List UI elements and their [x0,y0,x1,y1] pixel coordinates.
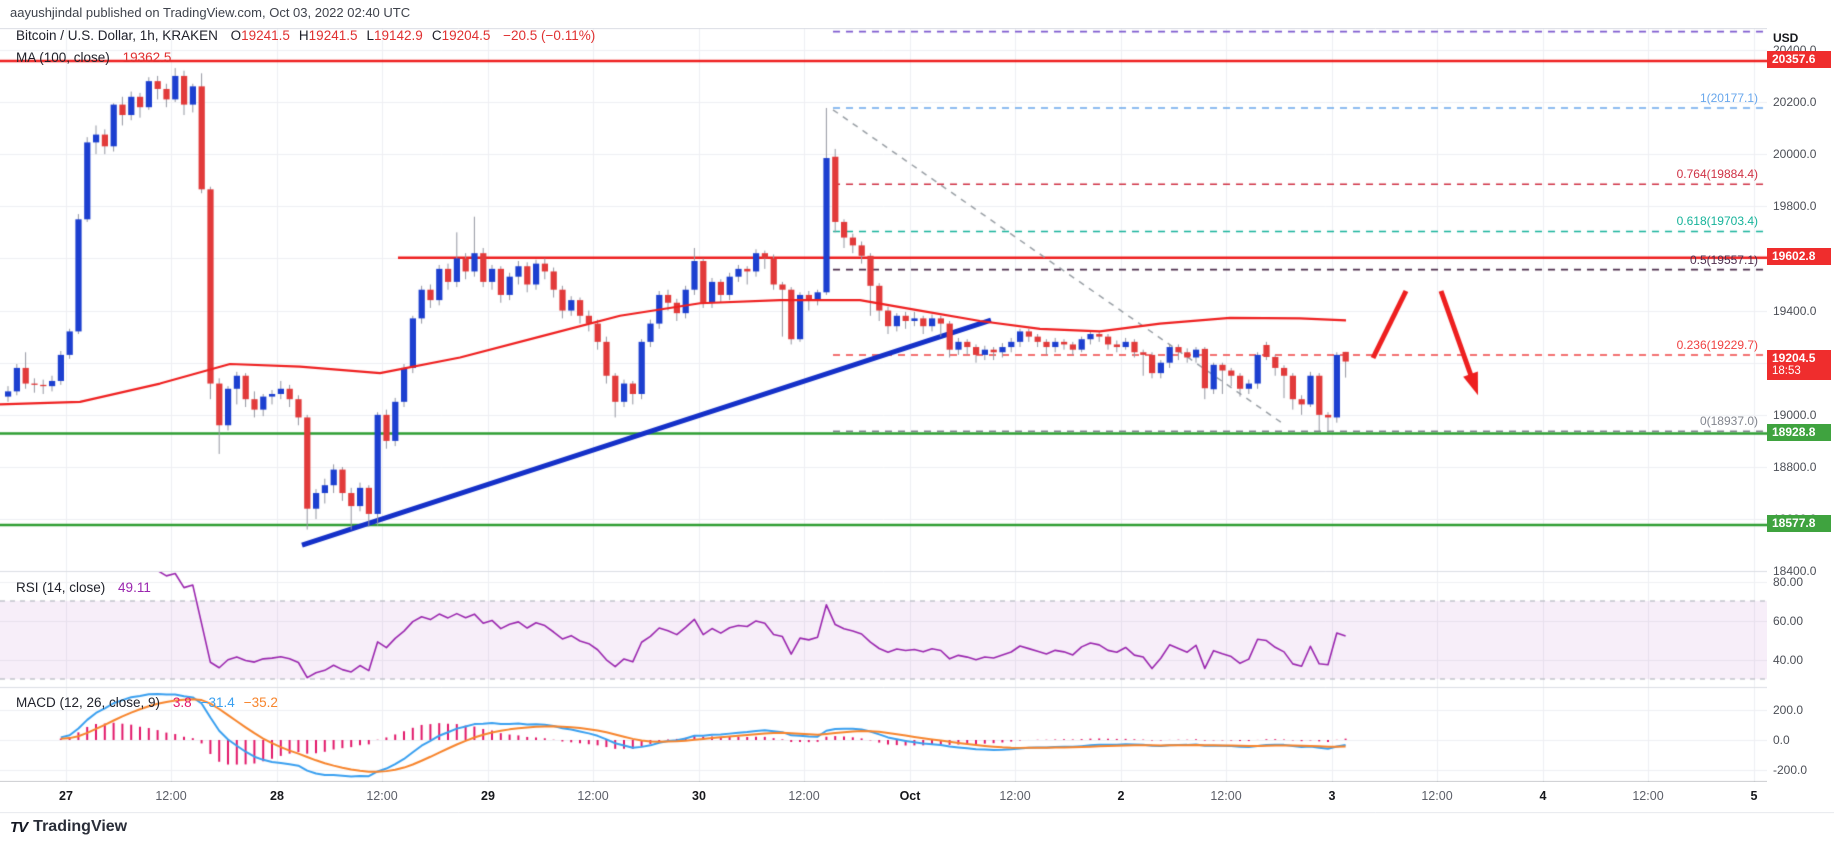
price-badge: 20357.6 [1767,51,1831,69]
price-tick-label: 19000.0 [1773,407,1817,422]
time-tick-label: 27 [59,789,73,803]
attribution-text: aayushjindal published on TradingView.co… [10,5,411,20]
price-badge: 18928.8 [1767,423,1831,441]
time-tick-label: 12:00 [1632,789,1664,803]
macd-tick-label: -200.0 [1773,763,1808,777]
ohlc-key: C [431,28,442,43]
ohlc-value: 19241.5 [241,28,290,43]
rsi-tick-label: 80.00 [1773,574,1804,589]
price-tick-label: 20000.0 [1773,147,1817,162]
macd-value: −31.4 [200,695,235,710]
rsi-value: 49.11 [118,580,151,595]
price-tick-label: 19400.0 [1773,303,1817,318]
time-tick-label: 12:00 [788,789,820,803]
macd-value: −35.2 [243,695,278,710]
ohlc-key: L [366,28,374,43]
fib-level-label: 0.5(19557.1) [1689,252,1758,267]
time-tick-label: 3 [1328,789,1336,803]
symbol-title: Bitcoin / U.S. Dollar, 1h, KRAKEN [16,28,218,43]
macd-values: 3.8 −31.4 −35.2 [164,695,278,710]
fib-level-label: 0.764(19884.4) [1676,167,1758,182]
macd-value: 3.8 [172,695,192,710]
time-tick-label: 12:00 [577,789,609,803]
time-tick-label: 29 [481,789,495,803]
macd-tick-label: 0.0 [1773,733,1790,747]
tradingview-logo[interactable]: TV TradingView [10,818,127,836]
ma-label: MA (100, close) [16,50,110,65]
fib-level-label: 0.236(19229.7) [1676,337,1758,352]
time-tick-label: 12:00 [1210,789,1242,803]
symbol-legend[interactable]: Bitcoin / U.S. Dollar, 1h, KRAKEN O19241… [16,28,595,43]
time-tick-label: Oct [899,789,921,803]
ohlc-values: O19241.5 H19241.5 L19142.9 C19204.5 [222,28,491,43]
time-tick-label: 4 [1539,789,1547,803]
price-badge: 19602.8 [1767,248,1831,266]
rsi-tick-label: 40.00 [1773,652,1804,667]
ohlc-value: 19204.5 [441,28,491,43]
tradingview-logo-icon: TV [10,818,28,836]
price-badge: 19204.5 18:53 [1767,350,1831,381]
price-tick-label: 18400.0 [1773,564,1817,579]
change-value: −20.5 (−0.11%) [503,28,596,43]
ohlc-key: O [230,28,242,43]
rsi-legend[interactable]: RSI (14, close) 49.11 [16,580,151,595]
time-tick-label: 2 [1117,789,1125,803]
time-tick-label: 12:00 [366,789,398,803]
ma-value: 19362.5 [122,50,172,65]
ma-legend[interactable]: MA (100, close) 19362.5 [16,50,171,65]
time-tick-label: 28 [270,789,284,803]
time-tick-label: 12:00 [999,789,1031,803]
macd-legend[interactable]: MACD (12, 26, close, 9) 3.8 −31.4 −35.2 [16,695,278,710]
macd-label: MACD (12, 26, close, 9) [16,695,161,710]
ohlc-value: 19241.5 [308,28,358,43]
fib-level-label: 0(18937.0) [1699,414,1758,429]
price-tick-label: 19800.0 [1773,199,1817,214]
price-badge: 18577.8 [1767,515,1831,533]
time-tick-label: 30 [692,789,706,803]
ohlc-key: H [298,28,309,43]
time-axis[interactable]: 27 12:00 28 12:00 29 12:00 30 12:00 Oct 12:00 2 12:… [0,782,1834,812]
tradingview-logo-text: TradingView [33,818,128,835]
time-tick-label: 12:00 [155,789,187,803]
fib-level-label: 0.618(19703.4) [1676,214,1758,229]
rsi-label: RSI (14, close) [16,580,106,595]
price-tick-label: 18800.0 [1773,459,1817,474]
time-tick-label: 12:00 [1421,789,1453,803]
rsi-tick-label: 60.00 [1773,613,1804,628]
axis-currency-label: USD [1773,31,1799,45]
price-tick-label: 20200.0 [1773,95,1817,109]
macd-tick-label: 200.0 [1773,703,1804,717]
time-tick-label: 5 [1750,789,1758,803]
price-axis[interactable]: USD 20400.020200.020000.019800.019600.01… [1767,28,1834,782]
ohlc-value: 19142.9 [374,28,423,43]
fib-level-label: 1(20177.1) [1699,90,1758,105]
